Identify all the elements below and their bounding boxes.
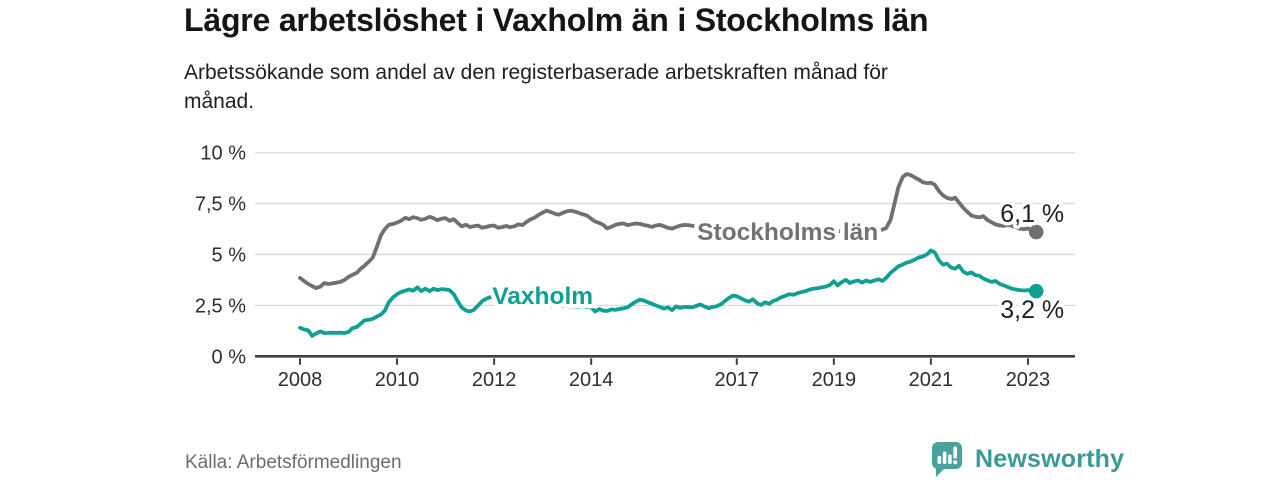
x-axis-tick-label: 2012 bbox=[472, 369, 517, 391]
chart-subtitle-line2: månad. bbox=[184, 90, 255, 113]
series-end-dot-vaxholm bbox=[1028, 283, 1044, 299]
newsworthy-bubble-chart-icon bbox=[932, 442, 962, 477]
x-axis-tick-label: 2019 bbox=[812, 369, 857, 391]
x-axis-tick-label: 2021 bbox=[909, 369, 954, 391]
chart-subtitle: Arbetssökande som andel av den registerb… bbox=[184, 58, 888, 116]
series-line-vaxholm bbox=[298, 248, 1039, 338]
source-note: Källa: Arbetsförmedlingen bbox=[185, 452, 402, 473]
y-axis-tick-label: 10 % bbox=[200, 143, 246, 165]
series-label-stockholms-lan: Stockholms län bbox=[697, 219, 878, 246]
x-axis-tick-label: 2014 bbox=[569, 369, 614, 391]
newsworthy-logo: Newsworthy bbox=[928, 439, 1124, 479]
series-end-value-stockholms-lan: 6,1 % bbox=[1000, 200, 1064, 228]
series-end-dot-stockholms-lan bbox=[1028, 224, 1044, 240]
x-axis-tick-label: 2010 bbox=[375, 369, 420, 391]
series-label-vaxholm: Vaxholm bbox=[492, 283, 593, 310]
y-axis-tick-label: 7,5 % bbox=[195, 194, 246, 216]
chart-title: Lägre arbetslöshet i Vaxholm än i Stockh… bbox=[184, 2, 929, 38]
x-axis-tick-label: 2023 bbox=[1006, 369, 1051, 391]
x-axis-tick-label: 2017 bbox=[715, 369, 760, 391]
newsworthy-wordmark: Newsworthy bbox=[975, 444, 1125, 473]
y-axis-tick-label: 5 % bbox=[212, 244, 247, 266]
y-axis-tick-label: 2,5 % bbox=[195, 295, 246, 317]
x-axis-tick-label: 2008 bbox=[278, 369, 323, 391]
y-axis-tick-label: 0 % bbox=[212, 346, 247, 368]
series-line-stockholms-lan bbox=[298, 172, 1039, 291]
series-end-value-vaxholm: 3,2 % bbox=[1000, 296, 1064, 324]
chart-subtitle-line1: Arbetssökande som andel av den registerb… bbox=[184, 61, 888, 84]
